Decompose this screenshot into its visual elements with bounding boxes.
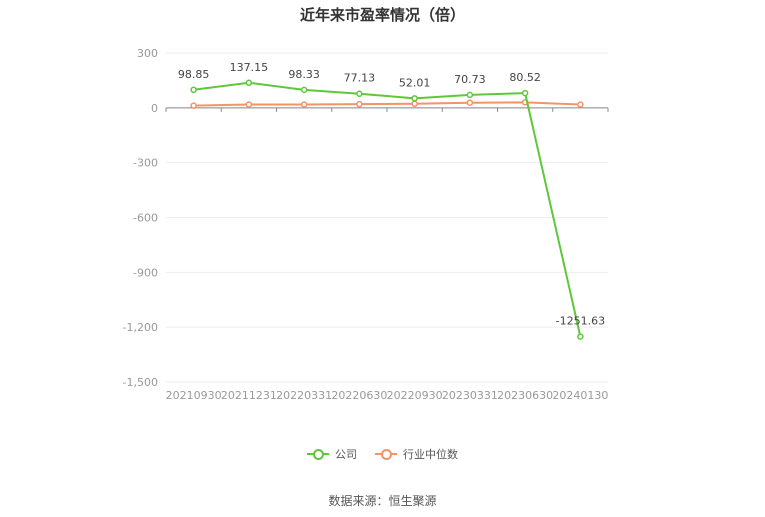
series (190, 79, 584, 340)
data-point-industry[interactable] (411, 100, 418, 108)
x-tick-label: 20230630 (497, 389, 553, 402)
x-tick-label: 20210930 (166, 389, 222, 402)
data-point-company[interactable] (356, 90, 363, 97)
data-point-company[interactable] (190, 86, 197, 94)
legend-item-company[interactable]: 公司 (307, 446, 357, 462)
legend-item-industry[interactable]: 行业中位数 (375, 446, 458, 462)
data-label-company: 137.15 (230, 61, 269, 74)
series-line-industry (193, 101, 581, 107)
data-point-company[interactable] (466, 91, 474, 99)
legend-label-company: 公司 (335, 448, 357, 461)
data-point-company[interactable] (300, 86, 308, 94)
y-tick-label: -900 (133, 266, 158, 279)
y-tick-label: -1,200 (123, 321, 158, 334)
legend-marker-company (307, 448, 329, 460)
chart-title: 近年来市盈率情况（倍） (299, 6, 465, 24)
data-point-industry[interactable] (466, 99, 474, 106)
data-source: 数据来源：恒生聚源 (328, 494, 437, 508)
y-tick-label: -300 (133, 157, 158, 170)
data-point-company[interactable] (521, 89, 529, 97)
x-tick-labels: 20210930 20211231 20220331 20220630 20220930… (166, 389, 609, 402)
data-label-company: 70.73 (454, 73, 486, 86)
data-point-industry[interactable] (300, 101, 308, 108)
x-tick-label: 20230331 (442, 389, 498, 402)
data-label-company: 80.52 (509, 71, 541, 84)
y-tick-label: -600 (133, 212, 158, 225)
x-tick-label: 20220930 (387, 389, 443, 402)
data-point-industry[interactable] (190, 102, 197, 109)
axes (165, 107, 609, 112)
x-tick-label: 20211231 (221, 389, 277, 402)
y-tick-label: 300 (137, 47, 158, 60)
data-label-company: 98.85 (178, 68, 210, 81)
series-line-company (193, 81, 582, 337)
data-label-company: -1251.63 (556, 315, 605, 328)
data-point-company[interactable] (245, 79, 253, 87)
y-tick-label: -1,500 (123, 376, 158, 389)
legend-marker-industry (375, 448, 397, 460)
data-point-company[interactable] (577, 333, 584, 340)
data-point-company[interactable] (411, 95, 418, 102)
legend: 公司 行业中位数 (0, 446, 765, 462)
x-tick-label: 20220630 (331, 389, 387, 402)
data-point-industry[interactable] (245, 101, 253, 108)
data-point-industry[interactable] (577, 101, 584, 108)
x-tick-label: 20220331 (276, 389, 332, 402)
data-label-company: 98.33 (288, 68, 320, 81)
legend-label-industry: 行业中位数 (403, 448, 458, 461)
y-tick-label: 0 (151, 102, 158, 115)
data-point-industry[interactable] (356, 100, 363, 108)
x-tick-label: 20240130 (552, 389, 608, 402)
y-tick-labels: 300 0 -300 -600 -900 -1,200 -1,500 (123, 47, 158, 389)
data-label-company: 52.01 (399, 76, 431, 89)
data-label-company: 77.13 (344, 72, 376, 85)
data-labels: 98.85 137.15 98.33 77.13 52.01 70.73 80.52 -125… (178, 61, 605, 328)
